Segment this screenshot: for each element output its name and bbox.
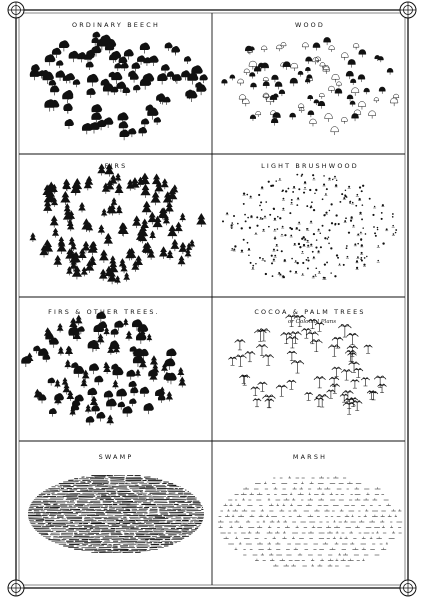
corner-ornament-bl-icon — [7, 579, 25, 597]
fir-symbol-field — [29, 163, 207, 285]
swamp-symbol-field — [27, 475, 205, 553]
wood-symbol-field — [221, 37, 400, 136]
panel-subtitle-colonial-plans: or Colonial Plans — [288, 319, 336, 325]
marsh-symbol-field — [218, 476, 403, 567]
brushwood-symbol-field — [221, 173, 398, 280]
corner-ornament-tl-icon — [7, 1, 25, 19]
panel-title-light-brushwood: LIGHT BRUSHWOOD — [261, 162, 359, 170]
palm-symbol-field — [228, 314, 387, 415]
corner-ornament-tr-icon — [399, 1, 417, 19]
panel-title-marsh: MARSH — [293, 453, 327, 461]
mixed-trees-symbol-field — [21, 311, 187, 426]
panel-title-ordinary-beech: ORDINARY BEECH — [72, 21, 160, 29]
outer-frame — [15, 9, 409, 589]
panel-title-wood: WOOD — [295, 21, 325, 29]
panel-title-firs: FIRS — [105, 162, 128, 170]
beech-symbol-field — [29, 31, 208, 141]
corner-ornament-br-icon — [399, 579, 417, 597]
panel-title-swamp: SWAMP — [99, 453, 134, 461]
panel-title-cocoa-palm-trees: COCOA & PALM TREES — [254, 308, 365, 316]
